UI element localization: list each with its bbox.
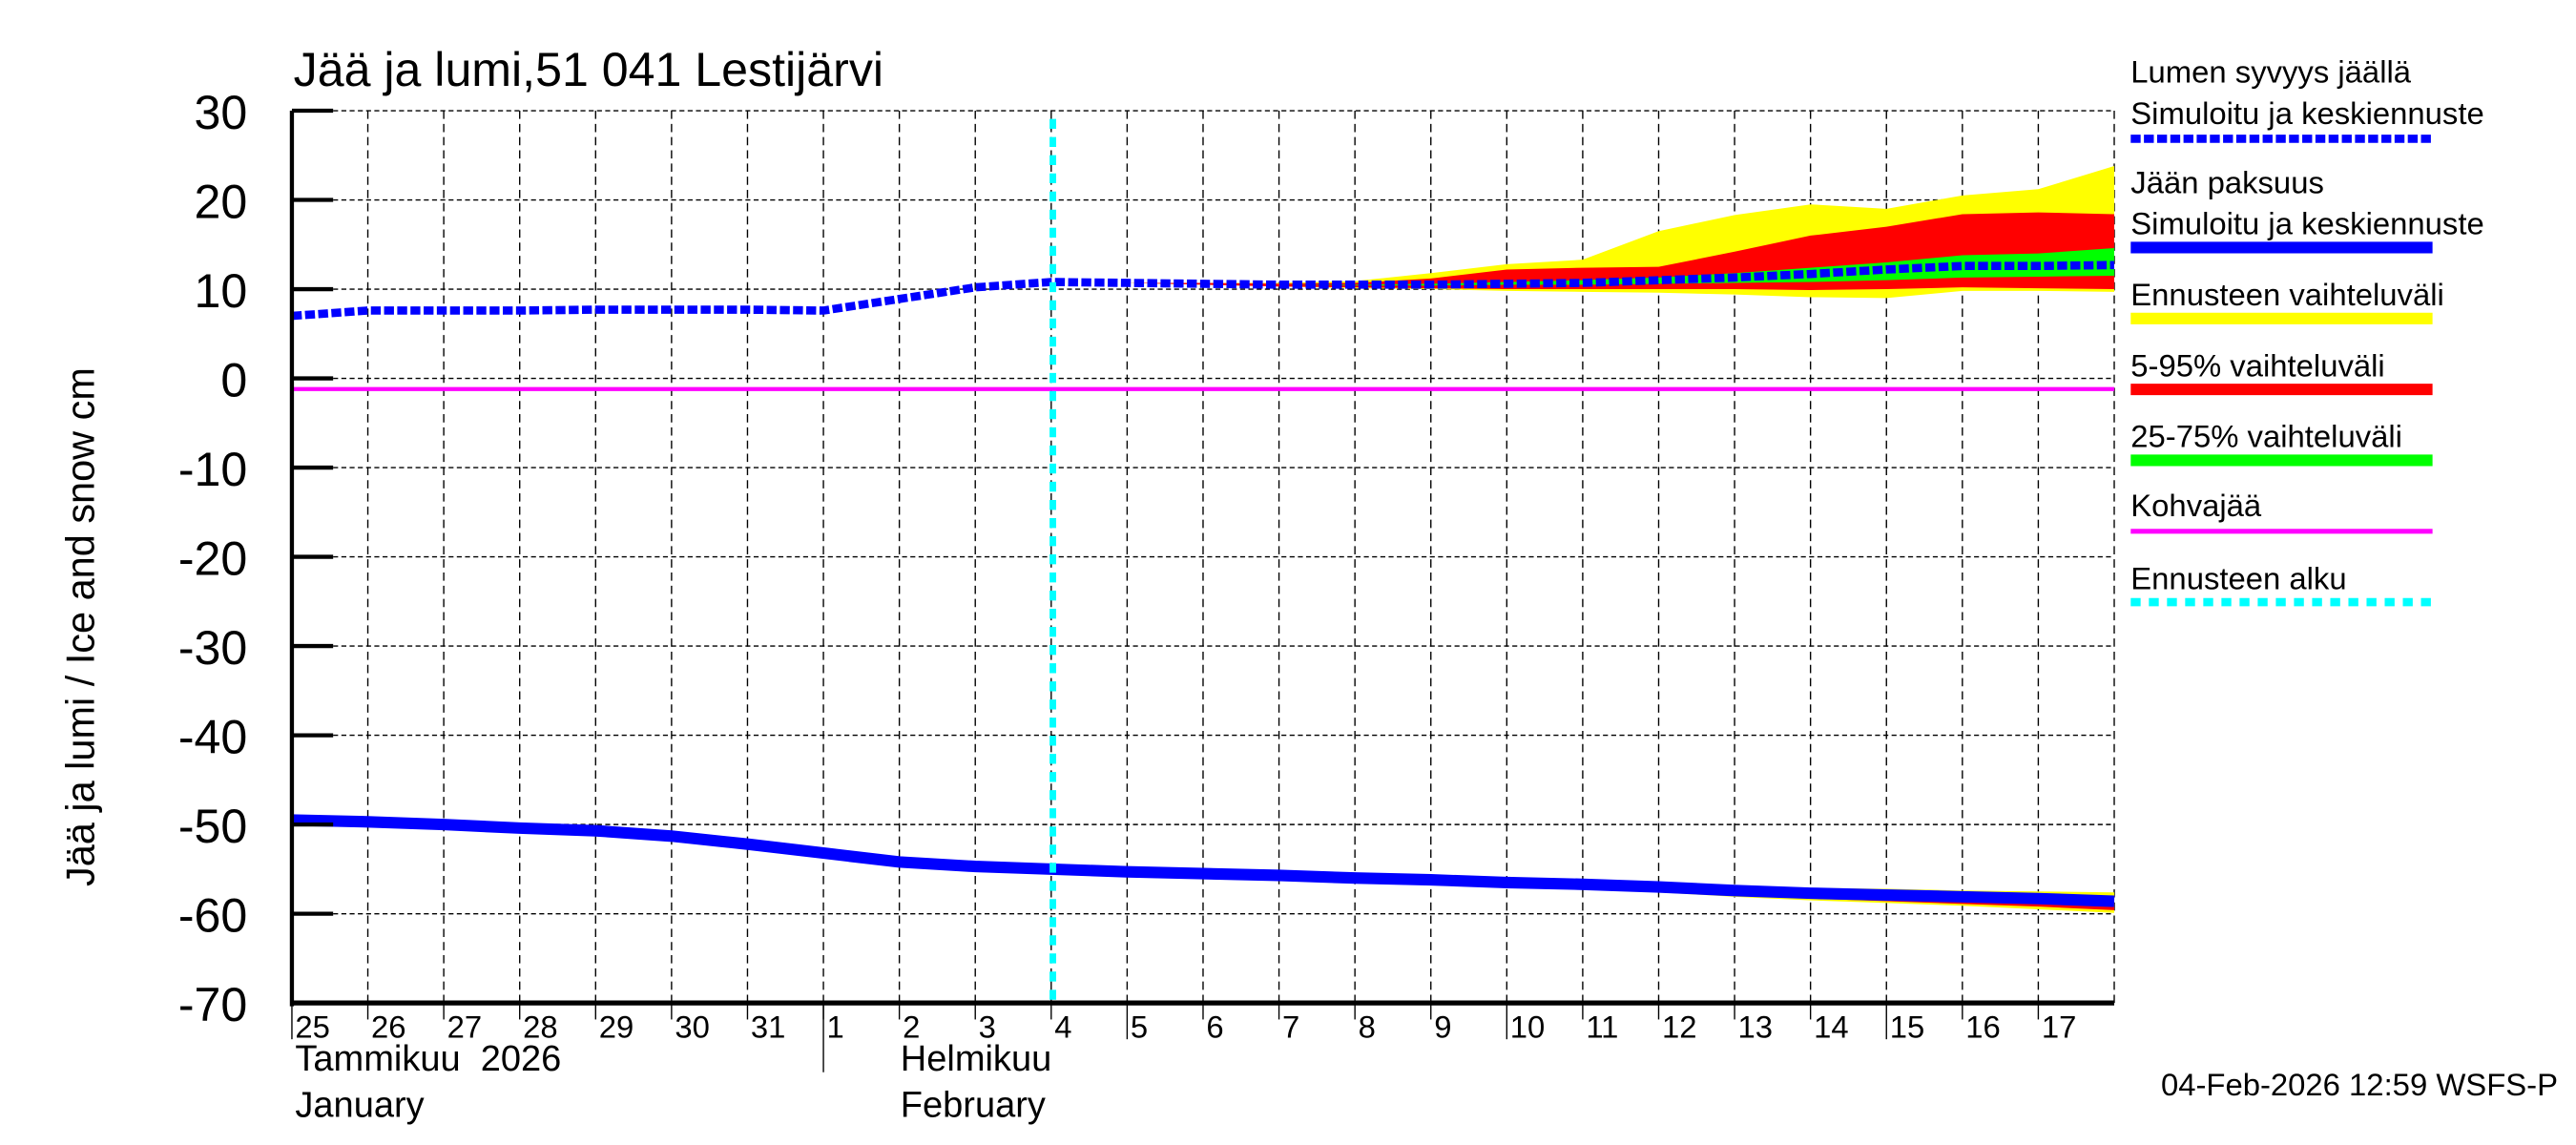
y-tick-label: -40 (178, 711, 247, 764)
y-tick-label: 30 (195, 86, 248, 139)
snow-depth-line (291, 260, 2115, 321)
y-tick-label: -70 (178, 978, 247, 1031)
x-tick-label: 31 (751, 1009, 786, 1044)
legend-label: Jään paksuus (2130, 164, 2324, 199)
x-tick-label: 29 (599, 1009, 634, 1044)
legend-label: Ennusteen alku (2130, 560, 2346, 595)
y-tick-label: -60 (178, 889, 247, 943)
legend-sublabel: Simuloitu ja keskiennuste (2130, 206, 2483, 241)
x-tick-label: 7 (1282, 1009, 1299, 1044)
y-tick-label: -10 (178, 443, 247, 496)
y-tick-label: 10 (195, 264, 248, 318)
forecast-bands (1127, 165, 2115, 913)
x-tick-label: 14 (1814, 1009, 1849, 1044)
footer-timestamp: 04-Feb-2026 12:59 WSFS-P (2161, 1067, 2558, 1102)
month-label-en-feb: February (901, 1085, 1046, 1125)
y-tick-label: 20 (195, 176, 248, 229)
x-tick-label: 26 (371, 1009, 406, 1044)
x-tick-label: 11 (1586, 1009, 1618, 1044)
x-tick-label: 30 (675, 1009, 710, 1044)
x-tick-label: 5 (1131, 1009, 1148, 1044)
ice-thickness-line (291, 814, 2115, 907)
x-tick-label: 15 (1890, 1009, 1925, 1044)
month-label-en-jan: January (295, 1085, 424, 1125)
x-tick-label: 2 (903, 1009, 920, 1044)
legend-sublabel: Simuloitu ja keskiennuste (2130, 95, 2483, 131)
x-tick-label: 12 (1662, 1009, 1697, 1044)
x-tick-label: 28 (523, 1009, 558, 1044)
series-lines (291, 118, 2115, 1004)
y-tick-label: -20 (178, 532, 247, 586)
month-label-fi-feb: Helmikuu (901, 1039, 1051, 1079)
x-tick-label: 1 (827, 1009, 844, 1044)
month-label-fi-jan: Tammikuu 2026 (295, 1039, 561, 1079)
x-tick-label: 6 (1206, 1009, 1223, 1044)
legend-label: 5-95% vaihteluväli (2130, 347, 2384, 383)
x-tick-label: 3 (979, 1009, 996, 1044)
x-tick-label: 27 (447, 1009, 483, 1044)
y-tick-label: -30 (178, 621, 247, 675)
legend-label: Kohvajää (2130, 488, 2262, 523)
x-tick-label: 16 (1965, 1009, 2001, 1044)
y-axis-label: Jää ja lumi / Ice and snow cm (58, 367, 103, 886)
x-tick-label: 17 (2042, 1009, 2077, 1044)
y-tick-label: 0 (220, 354, 247, 407)
snow-25-75-band (1127, 248, 2115, 286)
x-tick-label: 25 (295, 1009, 330, 1044)
x-tick-label: 9 (1434, 1009, 1451, 1044)
legend-label: Ennusteen vaihteluväli (2130, 277, 2444, 312)
x-tick-label: 8 (1359, 1009, 1376, 1044)
x-tick-label: 10 (1510, 1009, 1546, 1044)
x-tick-label: 13 (1738, 1009, 1774, 1044)
chart-title: Jää ja lumi,51 041 Lestijärvi (294, 43, 883, 96)
x-tick-label: 4 (1054, 1009, 1071, 1044)
legend: Lumen syvyys jäällä Simuloitu ja keskienn… (2130, 54, 2484, 607)
legend-label: Lumen syvyys jäällä (2130, 54, 2411, 90)
y-tick-label: -50 (178, 800, 247, 853)
legend-label: 25-75% vaihteluväli (2130, 419, 2402, 454)
